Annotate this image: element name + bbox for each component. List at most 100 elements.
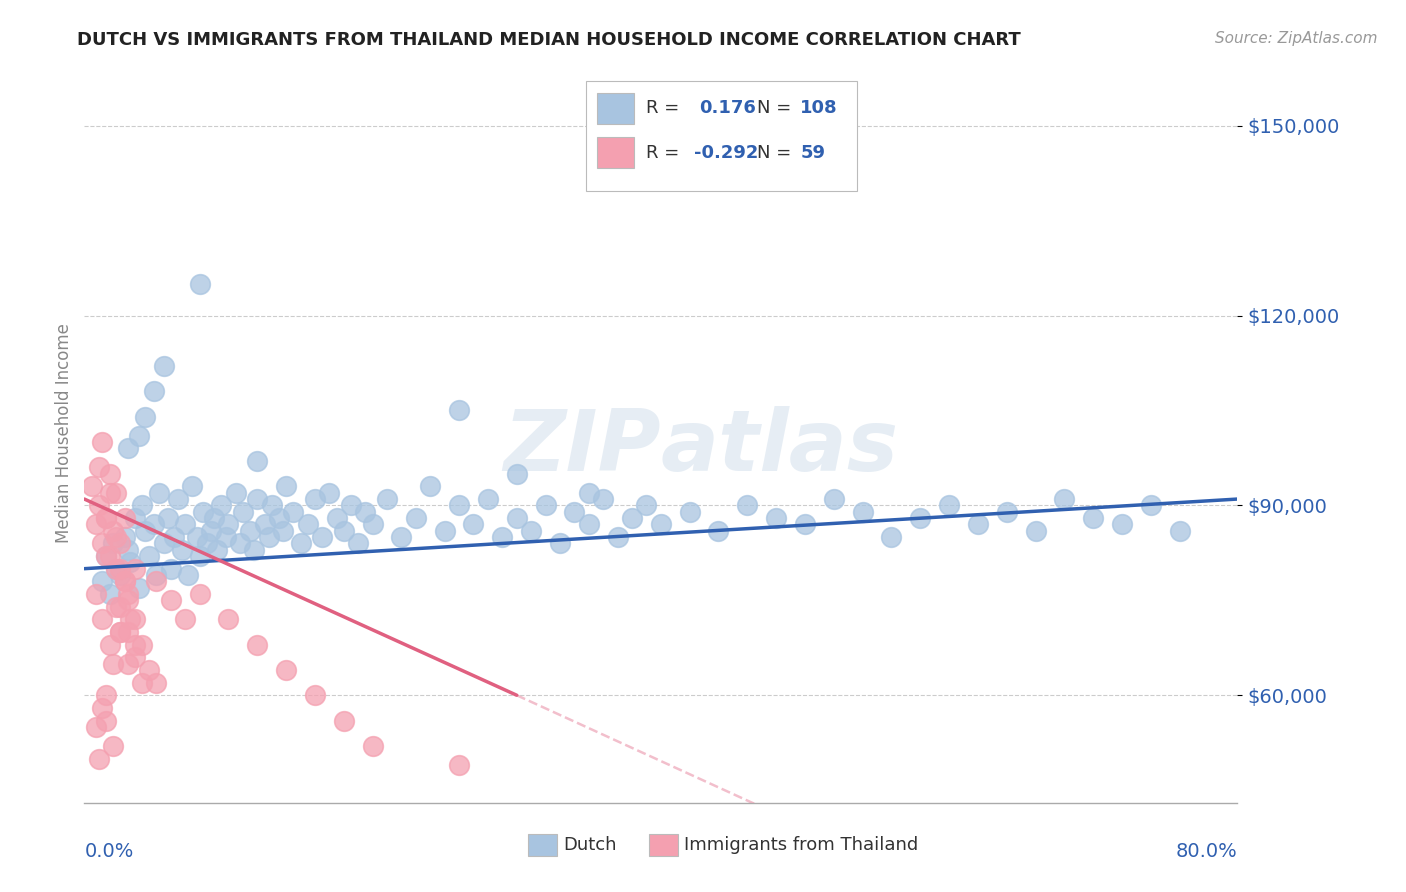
- Point: [290, 536, 312, 550]
- Point: [225, 485, 247, 500]
- Point: [304, 688, 326, 702]
- Point: [200, 524, 222, 538]
- Point: [105, 599, 128, 614]
- Point: [117, 593, 139, 607]
- Point: [243, 542, 266, 557]
- Point: [449, 499, 471, 513]
- Point: [131, 675, 153, 690]
- Point: [564, 505, 586, 519]
- Point: [606, 530, 628, 544]
- Point: [124, 650, 146, 665]
- Point: [103, 657, 124, 671]
- Point: [124, 562, 146, 576]
- Point: [650, 517, 672, 532]
- Point: [105, 562, 128, 576]
- Point: [174, 612, 197, 626]
- Point: [823, 491, 845, 506]
- Point: [205, 542, 228, 557]
- Text: Immigrants from Thailand: Immigrants from Thailand: [683, 836, 918, 854]
- Point: [186, 530, 208, 544]
- Point: [110, 568, 132, 582]
- Point: [174, 517, 197, 532]
- Point: [148, 485, 170, 500]
- FancyBboxPatch shape: [529, 834, 557, 856]
- Point: [246, 454, 269, 468]
- Point: [1168, 524, 1191, 538]
- Point: [246, 491, 269, 506]
- Point: [103, 524, 124, 538]
- Point: [94, 549, 117, 563]
- Point: [90, 701, 112, 715]
- Point: [253, 517, 276, 532]
- Text: 80.0%: 80.0%: [1175, 842, 1237, 861]
- Point: [361, 739, 384, 753]
- Point: [477, 491, 499, 506]
- Point: [449, 757, 471, 772]
- Point: [145, 574, 167, 589]
- Point: [114, 574, 136, 589]
- Point: [679, 505, 702, 519]
- Point: [506, 467, 529, 481]
- Point: [318, 485, 340, 500]
- Text: N =: N =: [756, 99, 790, 118]
- Point: [506, 511, 529, 525]
- Point: [297, 517, 319, 532]
- Point: [105, 562, 128, 576]
- Point: [246, 638, 269, 652]
- Point: [405, 511, 427, 525]
- Point: [1025, 524, 1047, 538]
- Point: [120, 612, 142, 626]
- Point: [188, 587, 211, 601]
- Text: R =: R =: [645, 144, 679, 161]
- Point: [134, 409, 156, 424]
- Point: [110, 599, 132, 614]
- Point: [333, 714, 356, 728]
- Text: -0.292: -0.292: [695, 144, 759, 161]
- Point: [910, 511, 932, 525]
- Point: [391, 530, 413, 544]
- Text: 108: 108: [800, 99, 838, 118]
- Point: [110, 624, 132, 639]
- Point: [621, 511, 644, 525]
- FancyBboxPatch shape: [598, 137, 634, 169]
- Point: [145, 675, 167, 690]
- Text: 0.176: 0.176: [699, 99, 756, 118]
- Point: [105, 485, 128, 500]
- Point: [124, 638, 146, 652]
- Point: [94, 511, 117, 525]
- Point: [354, 505, 377, 519]
- Point: [188, 549, 211, 563]
- Point: [214, 530, 236, 544]
- Point: [548, 536, 571, 550]
- FancyBboxPatch shape: [650, 834, 678, 856]
- Point: [145, 568, 167, 582]
- Point: [80, 479, 103, 493]
- Point: [1140, 499, 1163, 513]
- Point: [340, 499, 363, 513]
- Point: [1083, 511, 1105, 525]
- Point: [191, 505, 214, 519]
- Point: [110, 536, 132, 550]
- Point: [152, 359, 174, 374]
- Point: [103, 536, 124, 550]
- Point: [98, 587, 121, 601]
- Point: [967, 517, 990, 532]
- Point: [707, 524, 730, 538]
- Point: [103, 739, 124, 753]
- Point: [156, 511, 179, 525]
- Point: [160, 593, 183, 607]
- Point: [463, 517, 485, 532]
- Point: [84, 720, 107, 734]
- Point: [195, 536, 218, 550]
- Point: [110, 562, 132, 576]
- Point: [124, 511, 146, 525]
- Point: [84, 587, 107, 601]
- Point: [114, 574, 136, 589]
- Point: [105, 530, 128, 544]
- Point: [94, 511, 117, 525]
- Text: ZIP: ZIP: [503, 406, 661, 489]
- Point: [167, 491, 190, 506]
- Point: [114, 530, 136, 544]
- Point: [87, 460, 110, 475]
- Point: [131, 499, 153, 513]
